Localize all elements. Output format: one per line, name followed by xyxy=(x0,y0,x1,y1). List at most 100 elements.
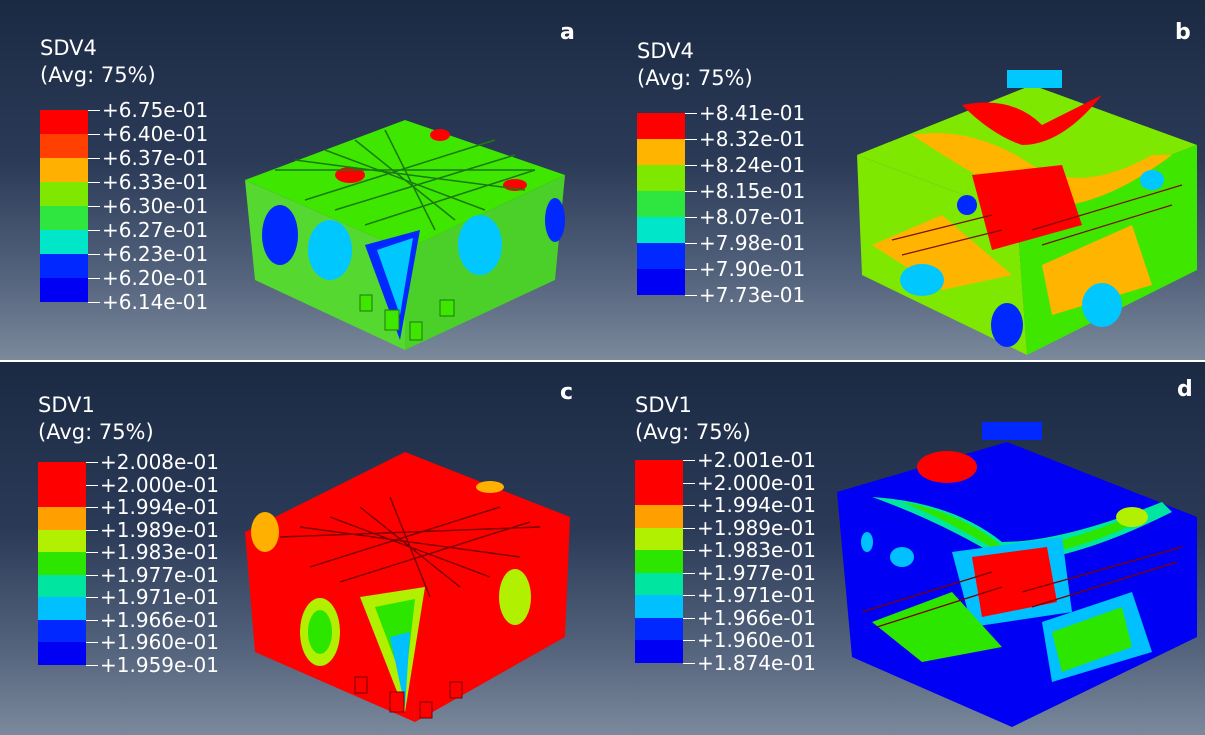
legend-tick xyxy=(88,302,100,303)
legend-band xyxy=(38,552,86,575)
legend-band xyxy=(635,595,683,618)
panel-d: SDV1 (Avg: 75%) d +2.001e-01 +2.000e-01 +1… xyxy=(597,362,1205,735)
variable-name: SDV1 xyxy=(38,393,95,417)
panel-letter: b xyxy=(1175,20,1191,45)
variable-label: SDV1 (Avg: 75%) xyxy=(635,392,751,446)
legend-tick xyxy=(88,254,100,255)
variable-label: SDV4 (Avg: 75%) xyxy=(637,38,753,92)
legend-tick xyxy=(685,113,697,114)
legend-band xyxy=(635,482,683,505)
legend-band xyxy=(38,529,86,552)
legend-tick xyxy=(683,662,695,664)
fem-model-render xyxy=(837,422,1197,727)
legend-tick-label: +1.983e-01 xyxy=(100,540,219,564)
legend-band xyxy=(38,462,86,485)
fem-model-render xyxy=(245,120,565,350)
legend-tick-label: +2.000e-01 xyxy=(100,472,219,497)
legend-tick-label: +1.977e-01 xyxy=(100,562,219,587)
legend-band xyxy=(40,110,88,134)
legend-band xyxy=(635,640,683,663)
legend-tick-label: +1.959e-01 xyxy=(100,652,219,677)
legend-tick-label: +6.14e-01 xyxy=(102,290,209,314)
legend-tick-label: +2.008e-01 xyxy=(100,450,219,474)
legend-tick-label: +6.30e-01 xyxy=(102,194,209,218)
legend-tick xyxy=(683,572,695,574)
legend-tick-label: +6.23e-01 xyxy=(102,242,209,266)
legend-band xyxy=(40,206,88,230)
legend-tick-label: +1.960e-01 xyxy=(100,630,219,654)
legend-tick xyxy=(86,619,98,621)
legend-tick xyxy=(88,182,100,183)
legend-band xyxy=(635,572,683,595)
legend-tick-label: +8.15e-01 xyxy=(699,179,806,203)
legend-tick-label: +7.73e-01 xyxy=(699,283,806,307)
legend-band xyxy=(40,254,88,278)
fem-model-render xyxy=(245,452,570,722)
legend-tick-label: +1.983e-01 xyxy=(697,538,816,562)
legend-tick xyxy=(683,550,695,551)
variable-name: SDV4 xyxy=(637,39,694,63)
legend-tick xyxy=(88,110,100,111)
legend-band xyxy=(637,191,685,217)
legend-tick xyxy=(683,640,695,641)
variable-label: SDV4 (Avg: 75%) xyxy=(40,35,156,89)
legend-tick xyxy=(88,158,100,159)
legend-tick xyxy=(685,139,697,140)
variable-name: SDV4 xyxy=(40,36,97,60)
legend-band xyxy=(637,113,685,139)
legend-tick-label: +7.98e-01 xyxy=(699,231,806,255)
legend-tick xyxy=(683,527,695,529)
legend-band xyxy=(40,158,88,182)
legend-tick-label: +2.000e-01 xyxy=(697,470,816,495)
legend-tick-label: +1.960e-01 xyxy=(697,628,816,652)
panel-letter: d xyxy=(1177,377,1193,402)
legend-band xyxy=(637,269,685,295)
average-label: (Avg: 75%) xyxy=(635,420,751,444)
legend-tick xyxy=(86,484,98,486)
legend-tick-label: +1.971e-01 xyxy=(697,583,816,607)
legend-tick xyxy=(685,217,697,218)
legend-tick xyxy=(86,462,98,463)
legend-band xyxy=(38,619,86,642)
legend-tick xyxy=(683,617,695,619)
panel-b: SDV4 (Avg: 75%) b +8.41e-01 +8.32e-01 +8.2… xyxy=(597,0,1205,360)
legend-tick-label: +6.37e-01 xyxy=(102,146,209,170)
legend-tick-label: +1.971e-01 xyxy=(100,585,219,609)
legend-band xyxy=(635,617,683,640)
legend-band xyxy=(40,230,88,254)
legend-tick xyxy=(86,664,98,666)
legend-band xyxy=(635,550,683,573)
legend-tick xyxy=(86,642,98,643)
legend-tick xyxy=(86,597,98,598)
legend-band xyxy=(38,574,86,597)
legend-band xyxy=(635,505,683,528)
legend-tick xyxy=(683,482,695,484)
legend-tick xyxy=(88,230,100,231)
legend-tick-label: +8.32e-01 xyxy=(699,127,806,151)
legend-tick-label: +1.977e-01 xyxy=(697,560,816,585)
legend-band xyxy=(40,134,88,158)
legend-tick-label: +1.994e-01 xyxy=(100,495,219,519)
legend-tick-label: +6.40e-01 xyxy=(102,122,209,146)
legend-band xyxy=(637,243,685,269)
legend-band xyxy=(637,139,685,165)
panel-a: SDV4 (Avg: 75%) a +6.75e-01 +6.40e-01 +6.3… xyxy=(0,0,597,360)
average-label: (Avg: 75%) xyxy=(637,66,753,90)
legend-band xyxy=(635,460,683,483)
legend-tick-label: +8.24e-01 xyxy=(699,153,806,177)
legend-band xyxy=(38,642,86,665)
legend-band xyxy=(38,507,86,530)
legend-tick-label: +8.07e-01 xyxy=(699,205,806,229)
legend-tick xyxy=(683,505,695,506)
legend-tick xyxy=(86,507,98,508)
average-label: (Avg: 75%) xyxy=(38,420,154,444)
legend-tick-label: +6.20e-01 xyxy=(102,266,209,290)
legend-tick xyxy=(88,206,100,207)
legend-tick xyxy=(685,165,697,166)
legend-tick-label: +1.994e-01 xyxy=(697,493,816,517)
legend-tick xyxy=(683,460,695,461)
legend-tick xyxy=(88,278,100,279)
legend-tick xyxy=(685,295,697,296)
panel-letter: a xyxy=(560,20,575,45)
